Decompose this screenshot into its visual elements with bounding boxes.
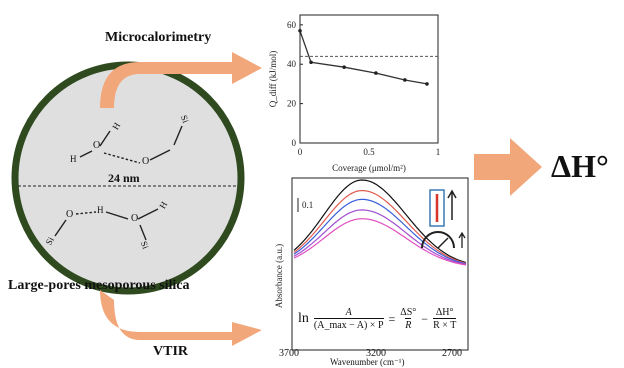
data-point xyxy=(403,78,407,82)
y-tick-label: 20 xyxy=(287,99,297,109)
arrow-to-vtir xyxy=(100,290,262,346)
eq-equals: = xyxy=(388,311,396,326)
van-t-hoff-equation: ln A (A_max − A) × P = ΔS° R − ΔH° R × T xyxy=(294,301,461,337)
scale-label: 0.1 xyxy=(302,200,313,210)
eq-den1: (A_max − A) × P xyxy=(313,318,384,331)
eq-num3: ΔH° xyxy=(435,307,454,318)
y-tick-label: 40 xyxy=(287,59,297,69)
heat-series-line xyxy=(299,30,428,85)
eq-den3: R × T xyxy=(433,318,457,331)
enthalpy-label: ΔH° xyxy=(551,148,609,184)
speedometer-icon xyxy=(421,231,455,249)
pore-size-label: 24 nm xyxy=(108,171,140,185)
vtir-xtick-2: 3200 xyxy=(366,348,386,359)
silica-label: Large-pores mesoporous silica xyxy=(8,278,190,293)
microcalorimetry-label: Microcalorimetry xyxy=(105,30,212,45)
atom-si-3: Si xyxy=(138,239,151,251)
arrow-to-microcalorimetry xyxy=(100,52,262,108)
y-tick-label: 60 xyxy=(287,20,297,30)
atom-h-3: H xyxy=(97,205,104,215)
vtir-spectra-chart: 0.1 Absorbance (a.u.) xyxy=(274,177,469,351)
atom-h-4: H xyxy=(157,199,170,211)
data-point xyxy=(342,65,346,69)
x-tick-label: 0 xyxy=(298,147,303,157)
spectrum-curve xyxy=(293,179,467,264)
data-point xyxy=(298,28,302,33)
atom-o-4: O xyxy=(131,213,139,224)
vtir-x-axis-title: Wavenumber (cm⁻¹) xyxy=(330,357,405,367)
atom-h-2: H xyxy=(110,120,123,132)
arrow-to-enthalpy xyxy=(474,138,542,196)
atom-si-2: Si xyxy=(43,235,56,247)
atom-h-1: H xyxy=(70,154,77,164)
atom-o-1: O xyxy=(93,140,101,151)
y-axis-title: Q_diff (kJ/mol) xyxy=(268,51,278,108)
x-tick-label: 1 xyxy=(436,147,441,157)
eq-num2: ΔS° xyxy=(400,307,417,318)
spectrum-curve xyxy=(293,218,467,266)
data-point xyxy=(374,71,378,75)
spectrum-curve xyxy=(293,198,467,265)
atom-si-1: Si xyxy=(178,113,191,125)
vtir-xtick-3: 2700 xyxy=(442,348,462,359)
spectrum-curve xyxy=(293,209,467,265)
vtir-xtick-1: 3700 xyxy=(279,348,299,359)
eq-num1: A xyxy=(345,307,352,318)
data-point xyxy=(309,60,313,65)
x-axis-title: Coverage (μmol/m²) xyxy=(332,163,406,173)
spectrum-curve xyxy=(293,190,467,264)
atom-o-3: O xyxy=(66,209,74,220)
y-tick-label: 0 xyxy=(292,138,297,148)
up-arrow-icon xyxy=(447,189,457,220)
eq-ln: ln xyxy=(298,311,309,326)
microcalorimetry-chart: 0 20 40 60 0 0.5 1 Coverage (μmol/m²) Q_diff … xyxy=(268,14,441,173)
vtir-label: VTIR xyxy=(153,344,189,359)
x-tick-label: 0.5 xyxy=(363,147,375,157)
data-point xyxy=(425,82,429,86)
y-axis-title: Absorbance (a.u.) xyxy=(274,244,284,308)
eq-minus: − xyxy=(421,311,429,326)
atom-o-2: O xyxy=(142,156,150,167)
eq-den2: R xyxy=(405,318,412,331)
